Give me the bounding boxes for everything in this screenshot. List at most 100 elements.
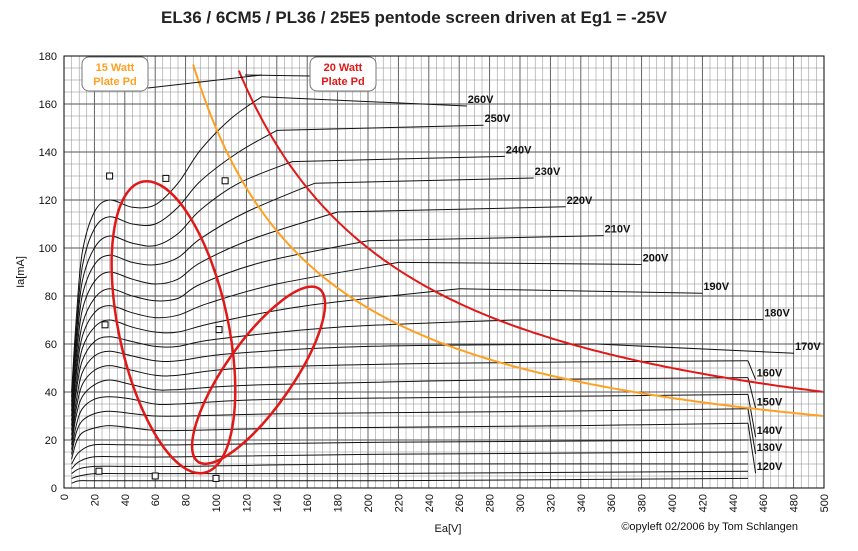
y-tick-label: 0 [51,483,57,495]
curve-170V [71,343,597,436]
curve-230V [71,182,315,407]
x-tick-label: 380 [637,494,649,512]
curve-210V [71,240,369,417]
y-axis-label: Ia[mA] [15,256,27,288]
curve-90V [71,463,749,475]
curve-label-180V: 180V [764,308,790,320]
chart-title: EL36 / 6CM5 / PL36 / 25E5 pentode screen… [161,8,668,27]
curve-leader [459,288,703,294]
curve-150V [71,377,749,445]
curve-leader [747,377,757,409]
curve-100V [71,451,749,470]
curve-200V [71,261,399,421]
y-tick-label: 20 [45,435,57,447]
curve-label-160V: 160V [757,368,783,380]
curve-label-240V: 240V [506,144,532,156]
callout-leader [244,74,311,77]
x-tick-label: 160 [302,494,314,512]
callout-line-1: 15 Watt [96,62,135,74]
marker [162,174,170,182]
curve-leader [337,206,566,213]
x-tick-label: 440 [728,494,740,512]
callouts: 15 Watt Plate Pd 20 Watt Plate Pd [81,56,377,92]
marker [95,467,103,475]
curve-label-250V: 250V [485,113,511,125]
marker [151,472,159,480]
marker [101,321,109,329]
curve-leader [747,394,757,438]
x-tick-label: 320 [545,494,557,512]
curve-label-120V: 120V [757,461,783,473]
x-tick-label: 20 [89,494,101,506]
load-ellipse [190,285,327,466]
callout-line-1: 20 Watt [324,62,363,74]
curve-260V [71,96,262,393]
y-tick-label: 80 [45,291,57,303]
curve-leader [747,423,757,474]
x-tick-label: 220 [393,494,405,512]
x-tick-label: 460 [758,494,770,512]
ticks: 0 20 40 60 80 100 120 140 160 180 200 220 240 260 280 3… [39,51,831,512]
curve-leader [398,261,642,265]
x-tick-label: 400 [667,494,679,512]
curve-label-190V: 190V [703,281,729,293]
power-curves [192,64,823,417]
curve-leader [276,124,484,131]
marker [215,326,223,334]
credit-text: ©opyleft 02/2006 by Tom Schlangen [621,521,798,533]
y-tick-label: 160 [39,99,57,111]
curve-label-200V: 200V [643,252,669,264]
curve-label-230V: 230V [535,166,561,178]
x-tick-label: 480 [789,494,801,512]
marker [221,177,229,185]
x-tick-label: 240 [424,494,436,512]
curve-leader [747,360,757,380]
x-tick-label: 120 [241,494,253,512]
y-tick-label: 60 [45,339,57,351]
marker [212,474,220,482]
curve-240V [71,161,293,402]
curve-label-260V: 260V [468,94,494,106]
curve-leader [314,177,534,184]
x-tick-label: 40 [120,494,132,506]
x-tick-label: 80 [181,494,193,506]
curve-label-150V: 150V [757,396,783,408]
curve-label-210V: 210V [605,224,631,236]
plate-curves [71,96,795,484]
x-tick-label: 180 [333,494,345,512]
curve-120V [71,422,749,460]
power-curve [237,70,823,393]
plot-frame [63,55,825,489]
x-axis-label: Ea[V] [435,523,462,535]
power-curve [192,64,823,417]
x-tick-label: 360 [606,494,618,512]
callout-line-2: Plate Pd [321,76,364,88]
curve-160V [71,360,749,441]
y-tick-label: 120 [39,195,57,207]
curve-220V [71,211,338,412]
x-tick-label: 140 [272,494,284,512]
y-tick-label: 140 [39,147,57,159]
curve-label-130V: 130V [757,442,783,454]
x-tick-label: 300 [515,494,527,512]
y-tick-label: 40 [45,387,57,399]
curve-190V [71,288,460,426]
curve-80V [71,470,749,479]
load-ellipse [110,179,237,475]
callout-box [309,56,377,92]
x-tick-label: 100 [211,494,223,512]
x-tick-label: 280 [485,494,497,512]
markers [95,172,229,482]
y-tick-label: 180 [39,51,57,63]
curve-70V [71,477,749,484]
curve-leader [291,155,505,163]
callout-leader [147,74,263,89]
load-ellipses [110,179,327,475]
x-tick-label: 340 [576,494,588,512]
curve-250V [71,129,278,397]
y-tick-label: 100 [39,243,57,255]
curve-label-170V: 170V [795,341,821,353]
grid [63,55,825,489]
